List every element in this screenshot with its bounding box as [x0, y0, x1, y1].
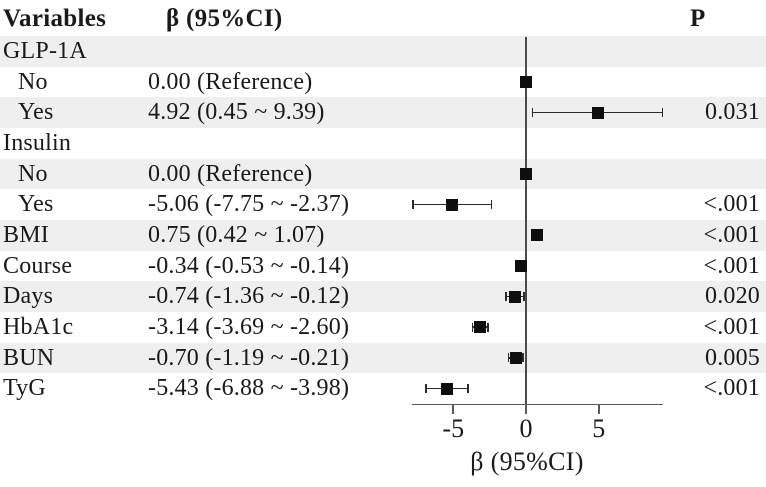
x-axis-tick — [452, 403, 455, 414]
x-axis-tick — [597, 403, 600, 414]
confidence-interval-cap-left — [412, 200, 415, 210]
confidence-interval-cap-right — [467, 384, 469, 394]
row-p-value: 0.005 — [705, 344, 760, 371]
row-label: Insulin — [3, 129, 72, 156]
row-band — [0, 342, 766, 374]
confidence-interval-cap-right — [487, 322, 489, 332]
row-label: TyG — [3, 375, 46, 402]
row-label: BMI — [3, 221, 49, 248]
row-label: Yes — [18, 99, 54, 126]
point-estimate-marker — [474, 321, 487, 334]
x-axis-tick-label: -5 — [442, 414, 465, 443]
confidence-interval-cap-left — [471, 322, 474, 332]
point-estimate-marker — [509, 351, 522, 364]
row-label: No — [18, 68, 48, 95]
row-band — [0, 36, 766, 67]
row-band — [0, 189, 766, 220]
confidence-interval-cap-right — [661, 108, 664, 118]
row-p-value: <.001 — [703, 191, 760, 218]
row-beta-ci-text: 4.92 (0.45 ~ 9.39) — [148, 99, 325, 126]
row-label: Course — [3, 252, 73, 279]
row-label: GLP-1A — [3, 38, 87, 64]
confidence-interval-cap-right — [490, 200, 493, 210]
column-header-p: P — [690, 5, 706, 32]
row-label: BUN — [3, 344, 55, 371]
row-label: Yes — [18, 191, 54, 218]
row-p-value: <.001 — [703, 313, 760, 340]
confidence-interval-cap-left — [507, 353, 510, 363]
row-band — [0, 219, 766, 251]
row-band — [0, 281, 766, 312]
x-axis-line — [412, 403, 663, 406]
row-beta-ci-text: -0.70 (-1.19 ~ -0.21) — [148, 344, 350, 371]
row-p-value: <.001 — [703, 221, 760, 248]
confidence-interval-cap-left — [531, 108, 534, 118]
point-estimate-marker — [440, 382, 453, 395]
point-estimate-marker — [520, 167, 532, 180]
column-header-beta-ci: β (95%CI) — [166, 5, 283, 32]
row-band — [0, 373, 766, 404]
row-band — [0, 66, 766, 98]
row-band — [0, 311, 766, 343]
point-estimate-marker — [530, 229, 543, 242]
row-beta-ci-text: 0.75 (0.42 ~ 1.07) — [148, 221, 325, 248]
confidence-interval-cap-right — [522, 353, 524, 363]
row-p-value: <.001 — [703, 375, 760, 402]
row-label: No — [18, 160, 48, 187]
row-beta-ci-text: -5.06 (-7.75 ~ -2.37) — [148, 191, 350, 218]
row-beta-ci-text: -0.74 (-1.36 ~ -0.12) — [148, 283, 350, 310]
confidence-interval-cap-left — [425, 384, 427, 394]
zero-reference-line — [525, 37, 527, 404]
row-label: Days — [3, 283, 54, 310]
x-axis-tick-label: 0 — [519, 414, 533, 443]
x-axis-title: β (95%CI) — [470, 447, 584, 476]
row-p-value: 0.031 — [705, 99, 760, 126]
row-beta-ci-text: 0.00 (Reference) — [148, 160, 313, 187]
point-estimate-marker — [515, 259, 528, 272]
point-estimate-marker — [509, 290, 522, 303]
row-band — [0, 250, 766, 282]
row-label: HbA1c — [3, 313, 74, 340]
point-estimate-marker — [520, 75, 532, 88]
point-estimate-marker — [446, 198, 459, 211]
row-band — [0, 158, 766, 190]
point-estimate-marker — [591, 106, 604, 119]
confidence-interval-cap-right — [523, 292, 526, 302]
row-band — [0, 127, 766, 159]
row-beta-ci-text: 0.00 (Reference) — [148, 68, 313, 95]
row-p-value: <.001 — [703, 252, 760, 279]
column-header-variables: Variables — [3, 5, 107, 32]
x-axis-tick-label: 5 — [592, 414, 606, 443]
confidence-interval-cap-left — [505, 292, 507, 302]
row-beta-ci-text: -3.14 (-3.69 ~ -2.60) — [148, 313, 350, 340]
row-beta-ci-text: -0.34 (-0.53 ~ -0.14) — [148, 252, 350, 279]
row-p-value: 0.020 — [705, 283, 760, 310]
row-beta-ci-text: -5.43 (-6.88 ~ -3.98) — [148, 375, 350, 402]
x-axis-tick — [525, 403, 527, 414]
